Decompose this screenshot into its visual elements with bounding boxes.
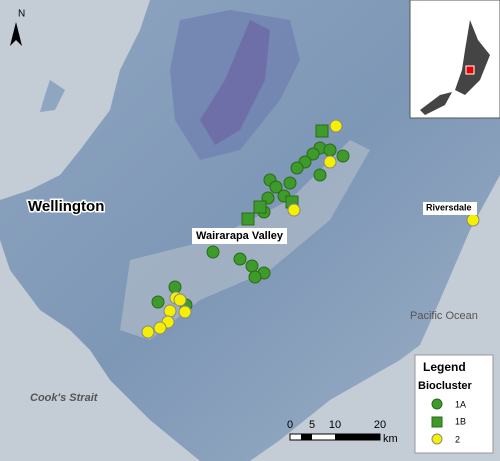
site-marker	[313, 168, 327, 182]
scale-label: 0	[287, 419, 293, 431]
site-marker	[315, 124, 329, 138]
label-box	[192, 228, 287, 244]
site-marker	[323, 155, 337, 169]
site-marker	[153, 321, 167, 335]
north-arrow	[10, 22, 22, 46]
site-marker	[241, 212, 255, 226]
legend-subtitle: Biocluster	[418, 380, 473, 392]
site-marker	[253, 200, 267, 214]
site-marker	[168, 280, 182, 294]
site-marker	[323, 143, 337, 157]
sea-label: Pacific Ocean	[410, 310, 478, 322]
legend-symbol	[431, 398, 443, 410]
site-marker	[178, 305, 192, 319]
place-label: Wellington	[28, 198, 104, 215]
site-marker	[306, 147, 320, 161]
inset-nz	[420, 20, 490, 115]
scale-bar	[301, 434, 312, 440]
site-marker	[163, 304, 177, 318]
site-marker	[151, 295, 165, 309]
legend-symbol	[431, 433, 443, 445]
site-marker	[329, 119, 343, 133]
legend-label: 1A	[455, 399, 466, 409]
legend-label: 2	[455, 434, 460, 444]
site-marker	[141, 325, 155, 339]
site-marker	[173, 293, 187, 307]
site-marker	[290, 161, 304, 175]
site-marker	[206, 245, 220, 259]
island	[40, 80, 65, 112]
site-marker	[283, 176, 297, 190]
scale-label: 10	[329, 419, 341, 431]
site-marker	[336, 149, 350, 163]
legend-symbol	[431, 416, 443, 428]
scale-label: 20	[374, 419, 386, 431]
site-marker	[245, 259, 259, 273]
label-box	[423, 202, 477, 215]
legend-title: Legend	[423, 360, 466, 374]
sea-label: Cook's Strait	[30, 392, 99, 404]
legend	[414, 354, 494, 454]
site-marker	[466, 213, 480, 227]
scale-bar	[335, 434, 380, 440]
inset-marker	[465, 65, 475, 75]
scale-label: 5	[309, 419, 315, 431]
north-label: N	[18, 9, 25, 20]
site-marker	[233, 252, 247, 266]
site-marker	[269, 180, 283, 194]
site-marker	[287, 203, 301, 217]
site-marker	[248, 270, 262, 284]
ranges-high	[200, 20, 270, 145]
place-label: Wairarapa Valley	[196, 230, 284, 242]
place-label: Riversdale	[426, 202, 472, 212]
scale-unit: km	[383, 433, 398, 445]
legend-label: 1B	[455, 416, 466, 426]
